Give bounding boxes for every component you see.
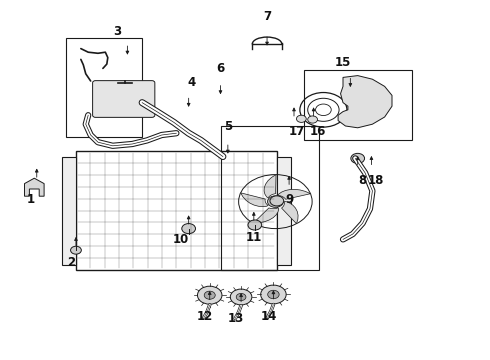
Circle shape [296, 115, 306, 122]
Polygon shape [241, 193, 268, 207]
Circle shape [197, 286, 222, 304]
Text: 13: 13 [228, 312, 245, 325]
Text: 17: 17 [288, 125, 305, 138]
Text: 1: 1 [26, 193, 34, 206]
Circle shape [230, 289, 252, 305]
Bar [220, 126, 318, 270]
Circle shape [71, 246, 81, 254]
Circle shape [248, 220, 262, 230]
Bar [277, 157, 291, 265]
Text: 9: 9 [285, 193, 293, 206]
Polygon shape [253, 208, 279, 223]
Text: 15: 15 [335, 57, 351, 69]
Text: 6: 6 [217, 62, 224, 75]
Bar [76, 151, 277, 270]
Circle shape [204, 291, 215, 299]
Bar [62, 157, 76, 265]
Text: 16: 16 [309, 125, 326, 138]
Bar [304, 70, 412, 140]
Polygon shape [282, 202, 298, 224]
Polygon shape [278, 189, 311, 199]
Polygon shape [24, 178, 44, 196]
Text: 18: 18 [368, 174, 385, 186]
Text: 5: 5 [224, 120, 232, 132]
Polygon shape [338, 76, 392, 128]
Text: 14: 14 [260, 310, 277, 323]
FancyBboxPatch shape [93, 81, 155, 117]
Text: 2: 2 [67, 256, 75, 269]
Text: 4: 4 [187, 76, 195, 89]
Text: 8: 8 [359, 174, 367, 186]
Bar [66, 38, 142, 137]
Text: 10: 10 [173, 233, 190, 246]
Circle shape [351, 153, 365, 163]
Circle shape [261, 285, 286, 304]
Circle shape [268, 290, 279, 299]
Text: 11: 11 [245, 231, 262, 244]
Polygon shape [264, 175, 276, 198]
Circle shape [236, 293, 246, 301]
Circle shape [270, 196, 284, 206]
Text: 12: 12 [196, 310, 213, 323]
Text: 3: 3 [114, 25, 122, 38]
Text: 7: 7 [263, 10, 271, 23]
Circle shape [268, 196, 283, 207]
Circle shape [308, 116, 318, 123]
Circle shape [182, 224, 196, 234]
